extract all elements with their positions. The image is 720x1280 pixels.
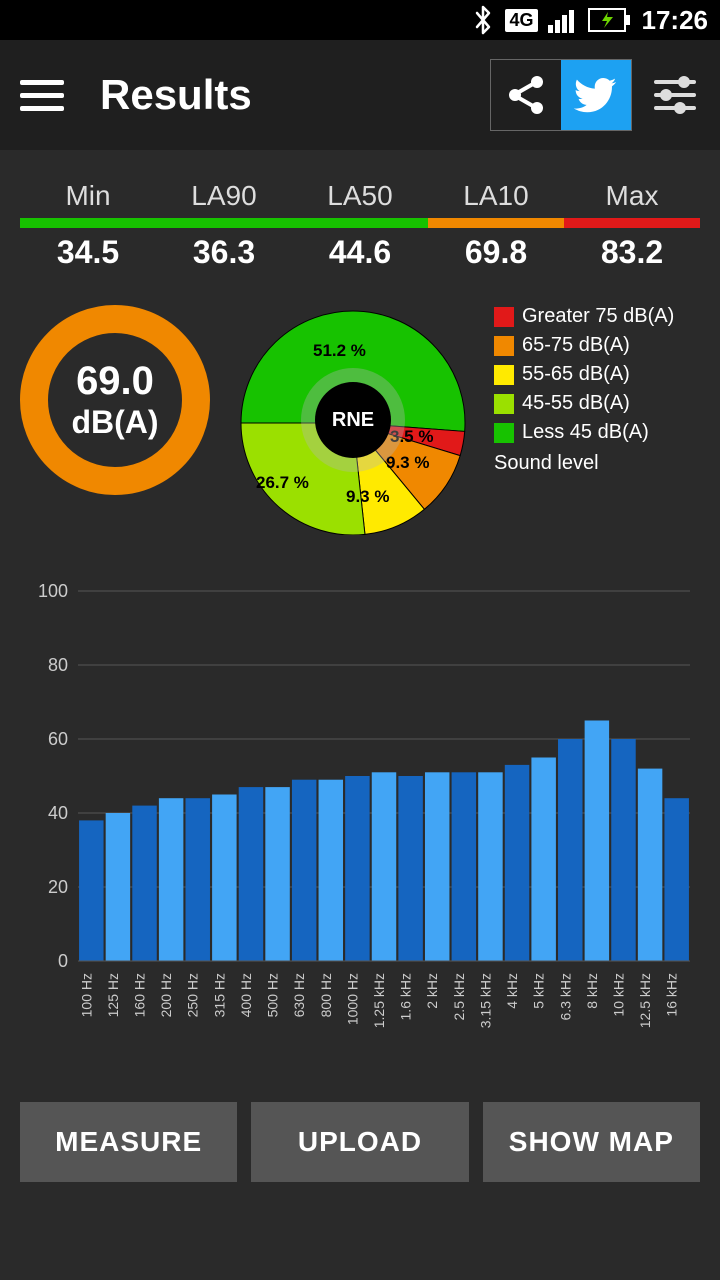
svg-text:2.5 kHz: 2.5 kHz [451,973,467,1020]
twitter-button[interactable] [561,60,631,130]
pie-center-label: RNE [315,382,391,458]
ring-unit: dB(A) [71,404,158,441]
stats-value: 34.5 [20,234,156,271]
upload-button[interactable]: UPLOAD [251,1102,468,1182]
svg-text:40: 40 [48,803,68,823]
legend-label: 65-75 dB(A) [522,334,630,357]
stats-label: LA90 [156,180,292,212]
svg-text:100 Hz: 100 Hz [78,973,94,1017]
stats-label: LA50 [292,180,428,212]
svg-text:0: 0 [58,951,68,971]
stats-bar-segment [20,218,428,228]
stats-bar-segment [564,218,700,228]
show-map-button[interactable]: SHOW MAP [483,1102,700,1182]
level-ring: 69.0 dB(A) [20,305,210,495]
pie-slice-label: 9.3 % [386,453,429,473]
status-bar: 4G 17:26 [0,0,720,40]
settings-button[interactable] [650,70,700,120]
legend-item: 45-55 dB(A) [494,392,674,415]
share-button[interactable] [491,60,561,130]
stats-value: 44.6 [292,234,428,271]
stats-label: Max [564,180,700,212]
action-buttons: MEASURE UPLOAD SHOW MAP [0,1086,720,1198]
svg-text:315 Hz: 315 Hz [211,973,227,1017]
share-box [490,59,632,131]
svg-text:160 Hz: 160 Hz [132,973,148,1017]
pie-chart: RNE 51.2 % 3.5 % 9.3 % 9.3 % 26.7 % [218,305,488,535]
legend-label: Greater 75 dB(A) [522,305,674,328]
svg-text:200 Hz: 200 Hz [158,973,174,1017]
status-time: 17:26 [642,5,709,36]
svg-text:3.15 kHz: 3.15 kHz [477,973,493,1028]
pie-slice-label: 51.2 % [313,341,366,361]
stats-bar-segment [428,218,564,228]
measure-button[interactable]: MEASURE [20,1102,237,1182]
pie-slice-label: 3.5 % [390,427,433,447]
svg-text:8 kHz: 8 kHz [584,973,600,1009]
signal-icon [548,7,578,33]
svg-text:16 kHz: 16 kHz [664,973,680,1017]
pie-slice-label: 9.3 % [346,487,389,507]
svg-text:2 kHz: 2 kHz [424,973,440,1009]
legend-swatch [494,365,514,385]
svg-text:12.5 kHz: 12.5 kHz [637,973,653,1028]
battery-icon [588,7,632,33]
svg-text:630 Hz: 630 Hz [291,973,307,1017]
svg-text:500 Hz: 500 Hz [265,973,281,1017]
spectrum-chart: 0 20 40 60 80 100 100 Hz 125 Hz 160 Hz 200 Hz 250 … [0,545,720,1086]
bluetooth-icon [471,5,495,35]
legend-swatch [494,307,514,327]
legend-label: 45-55 dB(A) [522,392,630,415]
svg-text:6.3 kHz: 6.3 kHz [557,973,573,1020]
svg-text:10 kHz: 10 kHz [610,973,626,1017]
svg-text:1000 Hz: 1000 Hz [344,973,360,1025]
pie-slice-label: 26.7 % [256,473,309,493]
legend-label: Less 45 dB(A) [522,421,649,444]
legend-swatch [494,423,514,443]
svg-text:125 Hz: 125 Hz [105,973,121,1017]
stats-label: Min [20,180,156,212]
svg-text:1.6 kHz: 1.6 kHz [398,973,414,1020]
svg-text:100: 100 [38,581,68,601]
svg-text:80: 80 [48,655,68,675]
legend-title: Sound level [494,452,674,475]
svg-text:800 Hz: 800 Hz [318,973,334,1017]
legend-swatch [494,394,514,414]
stats-value: 36.3 [156,234,292,271]
pie-legend: Greater 75 dB(A) 65-75 dB(A) 55-65 dB(A) 45… [494,305,674,475]
summary-section: 69.0 dB(A) RNE 51.2 % 3.5 % 9.3 % 9.3 % 26.7… [0,281,720,545]
page-title: Results [100,71,252,119]
stats-color-bar [20,218,700,228]
ring-value: 69.0 [71,359,158,404]
stats-value: 69.8 [428,234,564,271]
svg-text:60: 60 [48,729,68,749]
stats-value: 83.2 [564,234,700,271]
svg-text:20: 20 [48,877,68,897]
svg-text:5 kHz: 5 kHz [531,973,547,1009]
legend-item: Greater 75 dB(A) [494,305,674,328]
svg-text:250 Hz: 250 Hz [185,973,201,1017]
legend-label: 55-65 dB(A) [522,363,630,386]
legend-item: 55-65 dB(A) [494,363,674,386]
network-badge: 4G [505,9,537,32]
svg-text:400 Hz: 400 Hz [238,973,254,1017]
legend-swatch [494,336,514,356]
app-header: Results [0,40,720,150]
svg-text:1.25 kHz: 1.25 kHz [371,973,387,1028]
stats-label: LA10 [428,180,564,212]
menu-button[interactable] [20,73,64,117]
stats-panel: MinLA90LA50LA10Max 34.536.344.669.883.2 [0,150,720,281]
legend-item: Less 45 dB(A) [494,421,674,444]
svg-text:4 kHz: 4 kHz [504,973,520,1009]
legend-item: 65-75 dB(A) [494,334,674,357]
